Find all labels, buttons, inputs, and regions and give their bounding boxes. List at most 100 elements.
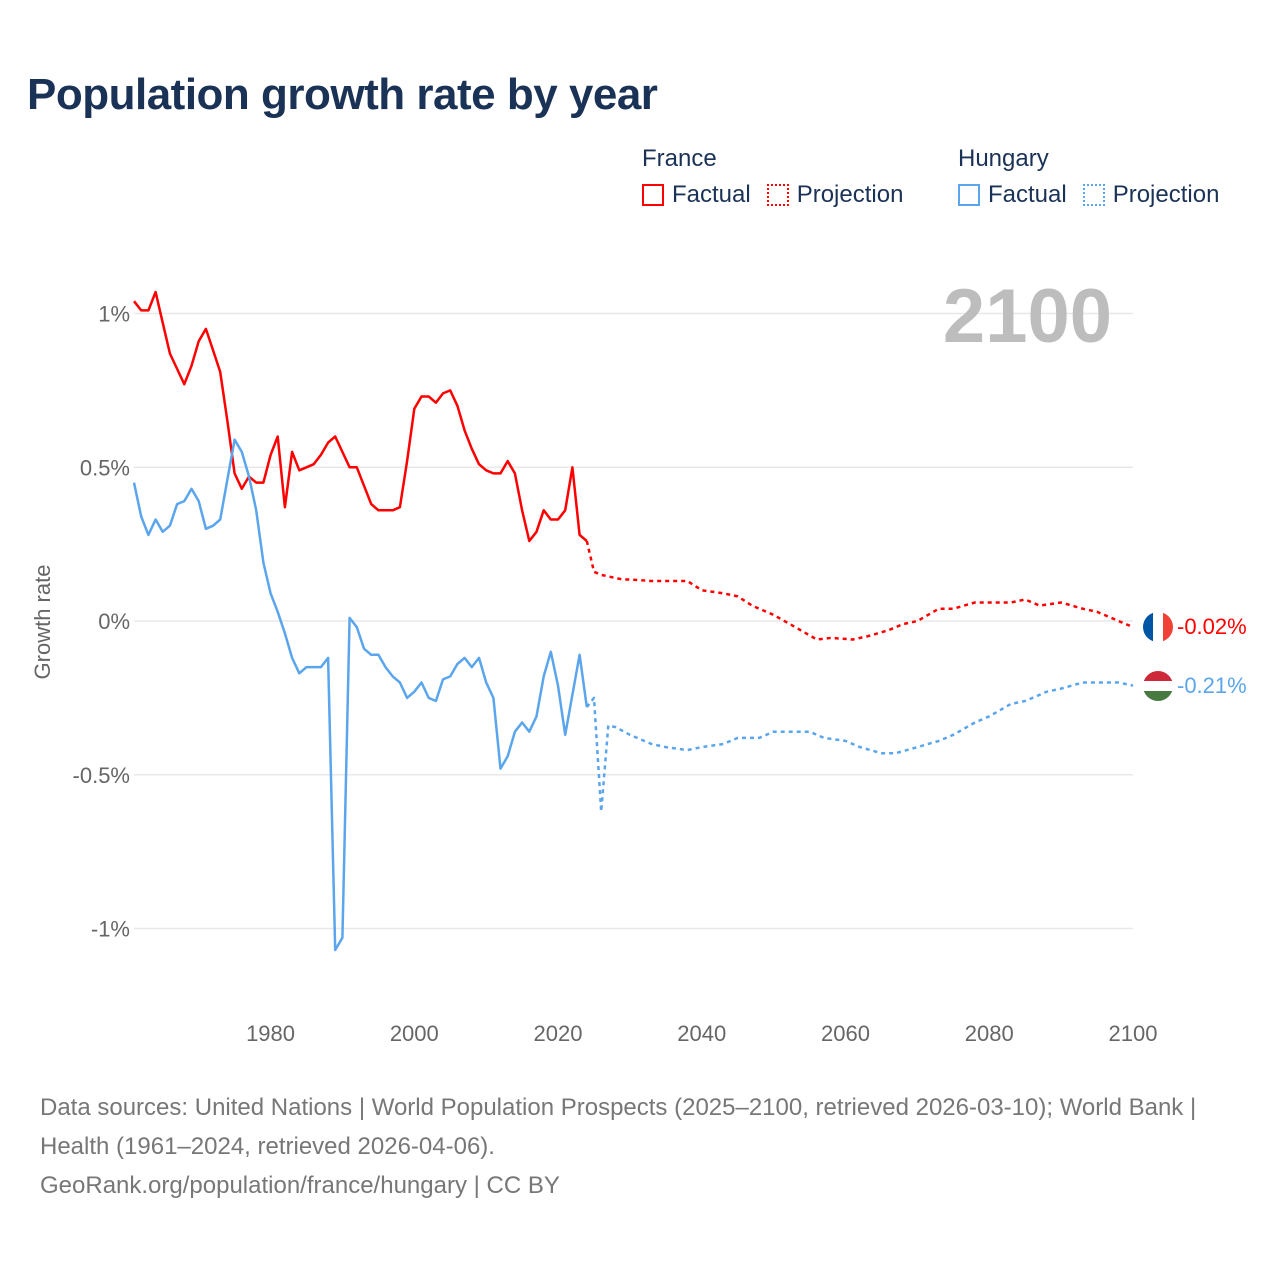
data-point: [233, 438, 237, 442]
data-point: [973, 601, 977, 605]
data-point: [721, 591, 725, 595]
data-point: [1117, 681, 1121, 685]
data-point: [606, 574, 610, 578]
legend-group-label: France: [642, 145, 717, 172]
source-link[interactable]: GeoRank.org/population/france/hungary | …: [40, 1172, 560, 1199]
legend-group-label: Hungary: [958, 145, 1049, 172]
data-point: [513, 730, 517, 734]
data-point: [348, 465, 352, 469]
france-end-label: -0.02%: [1177, 614, 1247, 639]
data-point: [987, 601, 991, 605]
data-point: [398, 681, 402, 685]
data-point: [189, 487, 193, 491]
data-point: [434, 401, 438, 405]
data-point: [858, 745, 862, 749]
data-point: [362, 484, 366, 488]
x-tick-label: 2060: [821, 1021, 870, 1046]
data-point: [1038, 604, 1042, 608]
data-point: [261, 561, 265, 565]
x-tick-label: 2000: [390, 1021, 439, 1046]
hungary-projection-series: [585, 681, 1134, 813]
data-point: [1131, 625, 1135, 629]
legend-france: France Factual Projection: [642, 145, 919, 209]
france-projection-series: [585, 540, 1135, 641]
data-point: [1081, 681, 1085, 685]
data-point: [649, 742, 653, 746]
data-point: [851, 637, 855, 641]
data-point: [254, 481, 258, 485]
data-point: [398, 505, 402, 509]
data-point: [628, 733, 632, 737]
x-tick-label: 2100: [1109, 1021, 1158, 1046]
data-point: [154, 290, 158, 294]
data-point: [182, 499, 186, 503]
data-point: [161, 321, 165, 325]
solid-swatch-icon: [642, 184, 664, 206]
data-point: [211, 524, 215, 528]
data-point: [340, 450, 344, 454]
data-point: [793, 625, 797, 629]
data-point: [664, 579, 668, 583]
series-lines: [132, 290, 1135, 952]
data-point: [844, 739, 848, 743]
data-point: [326, 656, 330, 660]
data-point: [204, 527, 208, 531]
legend-hungary-factual[interactable]: Factual: [958, 181, 1067, 209]
solid-swatch-icon: [958, 184, 980, 206]
hungary-factual-series: [132, 438, 589, 952]
data-point: [384, 508, 388, 512]
data-point: [463, 656, 467, 660]
data-point: [556, 684, 560, 688]
data-point: [369, 502, 373, 506]
data-point: [901, 622, 905, 626]
data-point: [434, 699, 438, 703]
legend-hungary-projection[interactable]: Projection: [1082, 181, 1219, 209]
data-point: [951, 607, 955, 611]
data-point: [815, 637, 819, 641]
data-point: [542, 508, 546, 512]
data-point: [376, 653, 380, 657]
y-axis-label: Growth rate: [30, 565, 55, 680]
data-point: [894, 751, 898, 755]
x-tick-label: 2080: [965, 1021, 1014, 1046]
data-point: [664, 745, 668, 749]
data-point: [448, 388, 452, 392]
data-point: [951, 733, 955, 737]
data-point: [204, 327, 208, 331]
data-point: [491, 471, 495, 475]
france-factual-series: [133, 290, 588, 543]
y-axis: 1% 0.5% 0% -0.5% -1%: [73, 302, 130, 942]
data-point: [391, 508, 395, 512]
data-point: [534, 530, 538, 534]
data-point: [269, 453, 273, 457]
data-point: [233, 471, 237, 475]
dotted-swatch-icon: [766, 184, 789, 206]
data-point: [750, 604, 754, 608]
data-point: [1059, 687, 1063, 691]
data-point: [362, 647, 366, 651]
data-point: [1009, 601, 1013, 605]
data-point: [369, 653, 373, 657]
data-point: [304, 465, 308, 469]
legend-france-projection[interactable]: Projection: [766, 181, 904, 209]
data-point: [477, 462, 481, 466]
data-point: [139, 514, 143, 518]
data-point: [736, 736, 740, 740]
data-point: [808, 730, 812, 734]
data-point: [161, 530, 165, 534]
hungary-flag-icon: [1143, 671, 1173, 701]
data-point: [786, 730, 790, 734]
data-point: [700, 745, 704, 749]
y-tick-label: -1%: [91, 917, 130, 942]
legend-label: Projection: [796, 181, 904, 208]
data-point: [225, 478, 229, 482]
data-point: [312, 462, 316, 466]
data-point: [441, 391, 445, 395]
y-tick-label: 0.5%: [80, 455, 130, 480]
data-point: [556, 518, 560, 522]
legend-france-factual[interactable]: Factual: [642, 181, 751, 209]
data-point: [254, 508, 258, 512]
data-point: [276, 435, 280, 439]
data-point: [915, 619, 919, 623]
